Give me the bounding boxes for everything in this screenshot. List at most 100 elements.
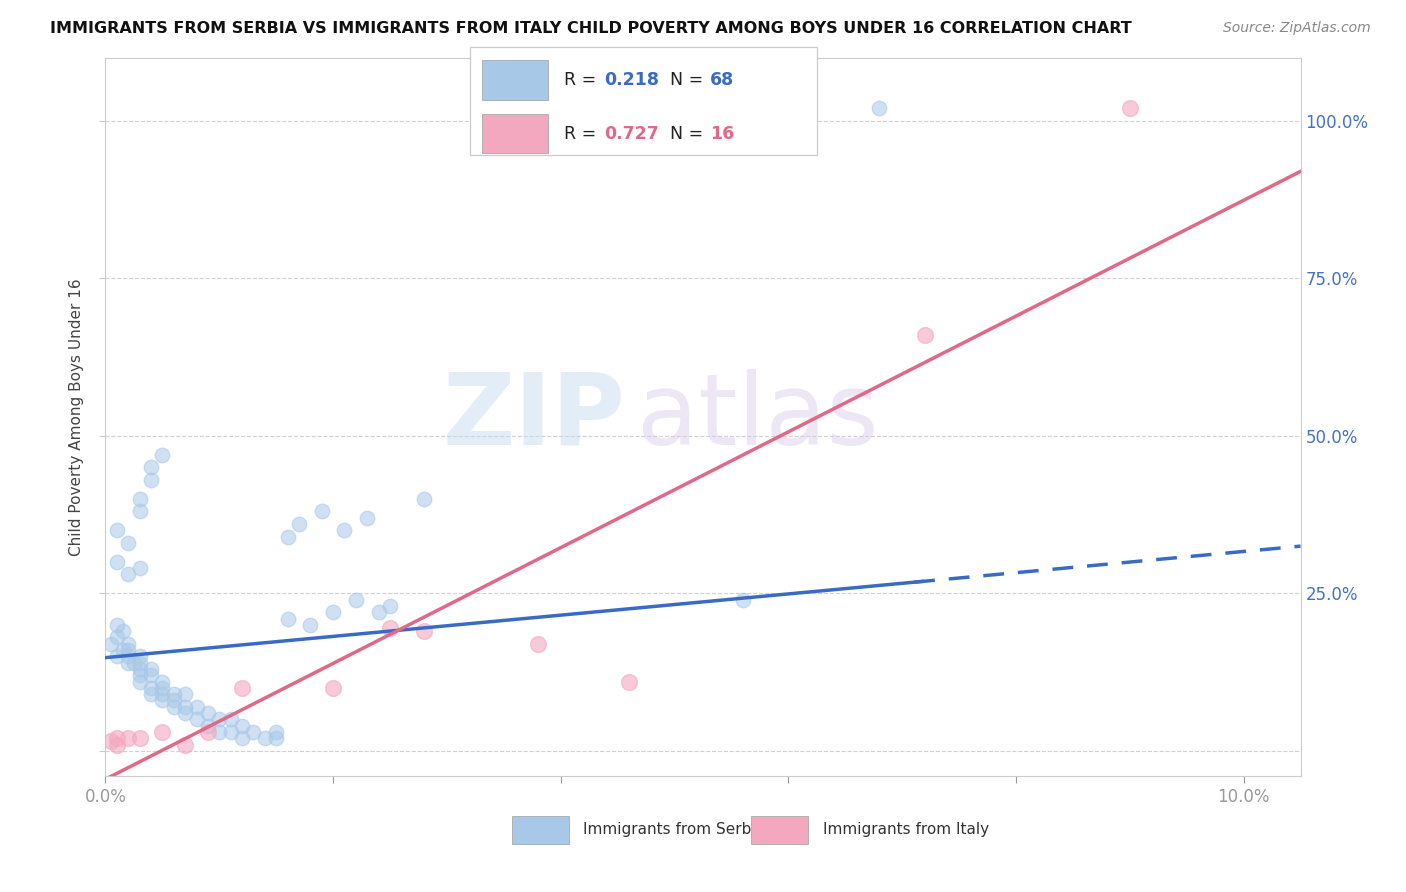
Point xyxy=(413,624,436,639)
Point xyxy=(186,699,208,714)
Point xyxy=(128,731,150,746)
Point xyxy=(163,693,186,707)
Point xyxy=(150,681,173,695)
Point xyxy=(264,725,287,739)
Point xyxy=(367,605,389,619)
Text: Source: ZipAtlas.com: Source: ZipAtlas.com xyxy=(1223,21,1371,35)
Point xyxy=(208,725,231,739)
Point xyxy=(117,567,139,582)
Point xyxy=(253,731,276,746)
Point xyxy=(150,448,173,462)
Point xyxy=(117,656,139,670)
Text: 0.727: 0.727 xyxy=(603,125,658,143)
Point xyxy=(264,731,287,746)
Point xyxy=(105,631,128,645)
Point xyxy=(105,731,128,746)
Point xyxy=(139,668,162,682)
Point xyxy=(128,668,150,682)
Point xyxy=(914,328,936,343)
Point xyxy=(111,624,134,639)
Point xyxy=(231,719,253,733)
Point xyxy=(378,599,401,613)
Point xyxy=(105,738,128,752)
Point xyxy=(311,504,333,518)
Point xyxy=(208,712,231,726)
Text: R =: R = xyxy=(564,125,602,143)
Point xyxy=(197,725,219,739)
Point xyxy=(105,649,128,664)
Point xyxy=(111,643,134,657)
Point xyxy=(174,706,197,720)
Point xyxy=(117,731,139,746)
FancyBboxPatch shape xyxy=(751,815,808,844)
Point xyxy=(356,510,378,524)
Point xyxy=(105,524,128,538)
Point xyxy=(117,643,139,657)
Point xyxy=(197,706,219,720)
Text: Immigrants from Italy: Immigrants from Italy xyxy=(823,822,988,837)
Point xyxy=(150,674,173,689)
Text: Immigrants from Serbia: Immigrants from Serbia xyxy=(583,822,765,837)
Point xyxy=(139,460,162,475)
Point xyxy=(277,611,299,625)
Point xyxy=(174,738,197,752)
Point xyxy=(139,681,162,695)
Point xyxy=(617,674,640,689)
Point xyxy=(731,592,754,607)
Point xyxy=(186,712,208,726)
Point xyxy=(242,725,264,739)
Text: 0.218: 0.218 xyxy=(603,70,659,89)
Point xyxy=(139,662,162,676)
Point xyxy=(150,693,173,707)
FancyBboxPatch shape xyxy=(470,47,817,155)
Point xyxy=(378,621,401,635)
Point xyxy=(322,681,344,695)
Point xyxy=(288,517,311,532)
Text: atlas: atlas xyxy=(637,368,879,466)
Point xyxy=(413,491,436,506)
Point xyxy=(128,674,150,689)
Point xyxy=(277,530,299,544)
Point xyxy=(117,536,139,550)
Text: R =: R = xyxy=(564,70,602,89)
Point xyxy=(1119,101,1142,115)
Point xyxy=(128,561,150,575)
Point xyxy=(868,101,890,115)
Y-axis label: Child Poverty Among Boys Under 16: Child Poverty Among Boys Under 16 xyxy=(69,278,84,556)
Point xyxy=(527,637,550,651)
Point xyxy=(105,555,128,569)
Point xyxy=(100,637,122,651)
Point xyxy=(333,524,356,538)
Point xyxy=(174,687,197,701)
Point xyxy=(231,731,253,746)
Point xyxy=(128,656,150,670)
Point xyxy=(150,725,173,739)
Text: 68: 68 xyxy=(710,70,734,89)
FancyBboxPatch shape xyxy=(482,114,547,153)
Point xyxy=(344,592,367,607)
Point xyxy=(197,719,219,733)
Point xyxy=(231,681,253,695)
Point xyxy=(128,504,150,518)
Text: IMMIGRANTS FROM SERBIA VS IMMIGRANTS FROM ITALY CHILD POVERTY AMONG BOYS UNDER 1: IMMIGRANTS FROM SERBIA VS IMMIGRANTS FRO… xyxy=(49,21,1132,36)
Point xyxy=(100,734,122,748)
Point xyxy=(128,491,150,506)
Point xyxy=(128,662,150,676)
Text: 16: 16 xyxy=(710,125,734,143)
Text: N =: N = xyxy=(669,125,709,143)
Text: N =: N = xyxy=(669,70,709,89)
Point xyxy=(174,699,197,714)
Point xyxy=(139,473,162,487)
Point xyxy=(128,649,150,664)
Point xyxy=(163,687,186,701)
Point xyxy=(163,699,186,714)
Point xyxy=(219,712,242,726)
FancyBboxPatch shape xyxy=(482,60,547,100)
FancyBboxPatch shape xyxy=(512,815,569,844)
Point xyxy=(105,618,128,632)
Point xyxy=(322,605,344,619)
Point xyxy=(150,687,173,701)
Point xyxy=(122,656,145,670)
Point xyxy=(299,618,322,632)
Point xyxy=(219,725,242,739)
